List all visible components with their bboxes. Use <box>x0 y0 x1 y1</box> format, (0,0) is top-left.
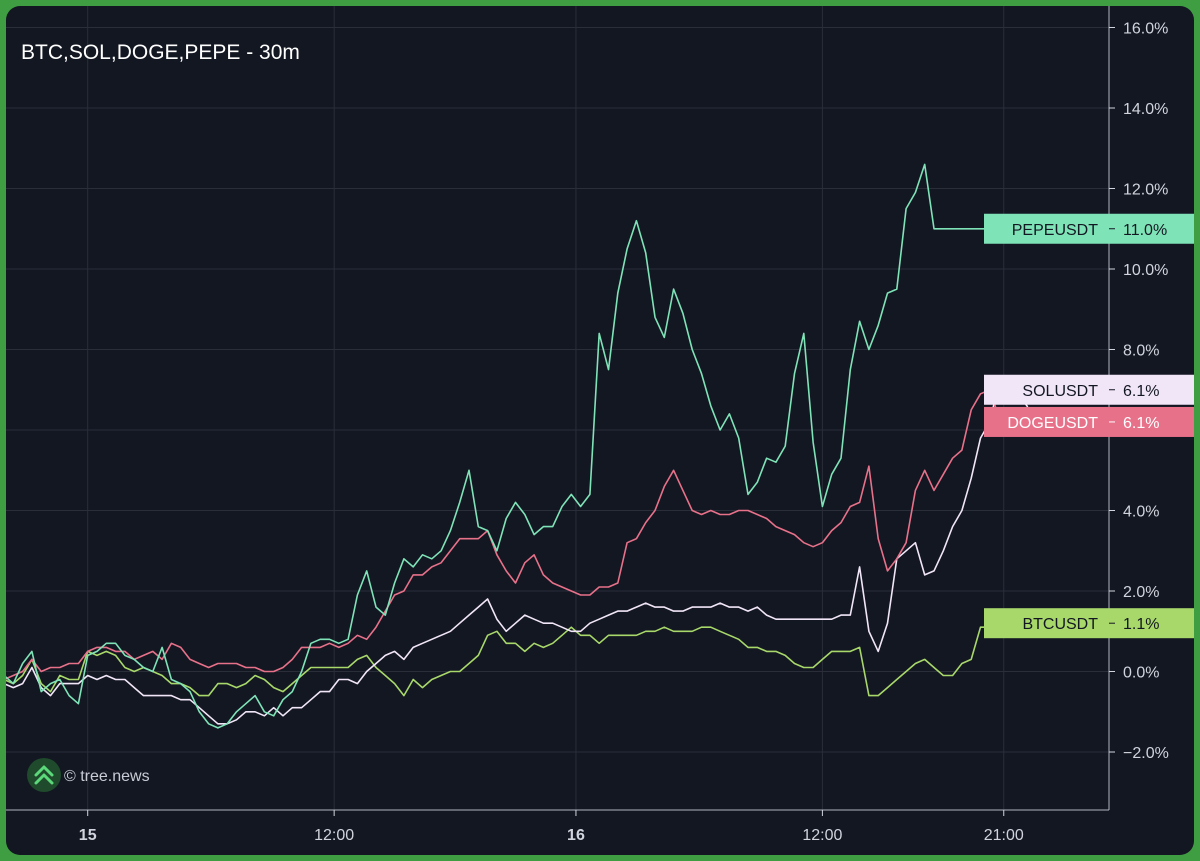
y-tick-label: 14.0% <box>1123 101 1168 118</box>
y-tick-label: 4.0% <box>1123 504 1159 521</box>
y-tick-label: 12.0% <box>1123 182 1168 199</box>
badge-value: 6.1% <box>1123 415 1159 432</box>
tree-news-logo <box>27 758 61 792</box>
badge-background <box>984 374 1194 405</box>
chart-title: BTC,SOL,DOGE,PEPE - 30m <box>21 41 300 64</box>
x-tick-label: 12:00 <box>802 827 842 844</box>
badge-series-name: DOGEUSDT <box>1007 415 1098 432</box>
chart: 16.0%14.0%12.0%10.0%8.0%6.0%4.0%2.0%0.0%… <box>6 6 1194 844</box>
series-line-pepeusdt <box>6 163 1037 729</box>
price-badges: PEPEUSDT 11.0% SOLUSDT 6.1% DOGEUSDT 6.1% BTCU… <box>984 213 1194 639</box>
y-tick-label: 16.0% <box>1123 21 1168 38</box>
y-tick-label: 10.0% <box>1123 262 1168 279</box>
series-line-dogeusdt <box>6 388 1065 680</box>
y-tick-label: −2.0% <box>1123 745 1169 762</box>
chart-frame: 16.0%14.0%12.0%10.0%8.0%6.0%4.0%2.0%0.0%… <box>6 6 1194 855</box>
series-layer <box>6 163 1065 729</box>
y-tick-label: 0.0% <box>1123 665 1159 682</box>
y-tick-label: 2.0% <box>1123 584 1159 601</box>
y-tick-label: 8.0% <box>1123 343 1159 360</box>
x-axis-ticks: 15 12:00 16 12:00 21:00 <box>79 810 1024 844</box>
badge-background <box>984 608 1194 639</box>
watermark: © tree.news <box>27 758 150 792</box>
badge-btcusdt: BTCUSDT 1.1% <box>984 608 1194 639</box>
badge-pepeusdt: PEPEUSDT 11.0% <box>984 213 1194 244</box>
badge-series-name: PEPEUSDT <box>1012 222 1098 239</box>
badge-dogeusdt: DOGEUSDT 6.1% <box>984 406 1194 437</box>
badge-value: 11.0% <box>1123 222 1167 239</box>
badge-solusdt: SOLUSDT 6.1% <box>984 374 1194 405</box>
badge-series-name: SOLUSDT <box>1022 383 1098 400</box>
grid <box>6 6 1109 810</box>
x-tick-label: 12:00 <box>314 827 354 844</box>
x-tick-label: 21:00 <box>984 827 1024 844</box>
watermark-text: © tree.news <box>64 768 150 785</box>
series-line-solusdt <box>6 376 1065 725</box>
badge-background <box>984 406 1194 437</box>
x-tick-label: 16 <box>567 827 585 844</box>
badge-series-name: BTCUSDT <box>1022 616 1098 633</box>
badge-value: 6.1% <box>1123 383 1159 400</box>
y-axis-ticks: 16.0%14.0%12.0%10.0%8.0%6.0%4.0%2.0%0.0%… <box>1109 21 1169 762</box>
badge-background <box>984 213 1194 244</box>
badge-value: 1.1% <box>1123 616 1159 633</box>
x-tick-label: 15 <box>79 827 97 844</box>
